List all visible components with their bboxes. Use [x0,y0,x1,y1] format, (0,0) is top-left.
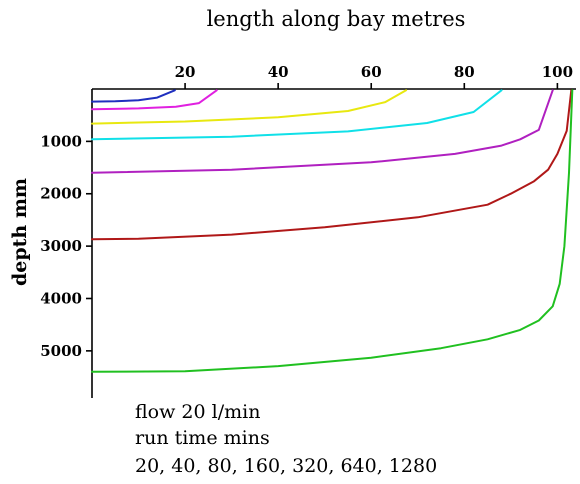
axes [91,88,576,398]
y-tick-label: 1000 [40,132,82,150]
series-line-6 [91,89,573,241]
series-line-2 [91,89,218,111]
x-tick-label: 20 [175,63,196,81]
chart-title: length along bay metres [207,7,466,31]
series-lines [91,89,574,373]
x-tick-label: 80 [454,63,475,81]
y-axis-label: depth mm [9,178,31,286]
y-tick-label: 5000 [40,342,82,360]
annotation-times: 20, 40, 80, 160, 320, 640, 1280 [135,455,437,477]
series-line-7 [91,89,574,373]
series-line-4 [91,89,503,141]
y-axis-ticks: 1000 2000 3000 4000 5000 [40,132,92,360]
annotation-flow: flow 20 l/min [135,401,260,423]
annotation: flow 20 l/min run time mins 20, 40, 80, … [135,401,437,477]
y-tick-label: 2000 [40,185,82,203]
x-axis-ticks: 20 40 60 80 100 [175,63,573,89]
y-tick-label: 4000 [40,289,82,307]
annotation-run-time: run time mins [135,427,270,449]
x-tick-label: 60 [361,63,382,81]
series-line-5 [91,89,554,174]
series-line-3 [91,89,408,125]
x-tick-label: 100 [542,63,573,81]
x-tick-label: 40 [268,63,289,81]
series-line-1 [91,89,176,103]
y-tick-label: 3000 [40,237,82,255]
